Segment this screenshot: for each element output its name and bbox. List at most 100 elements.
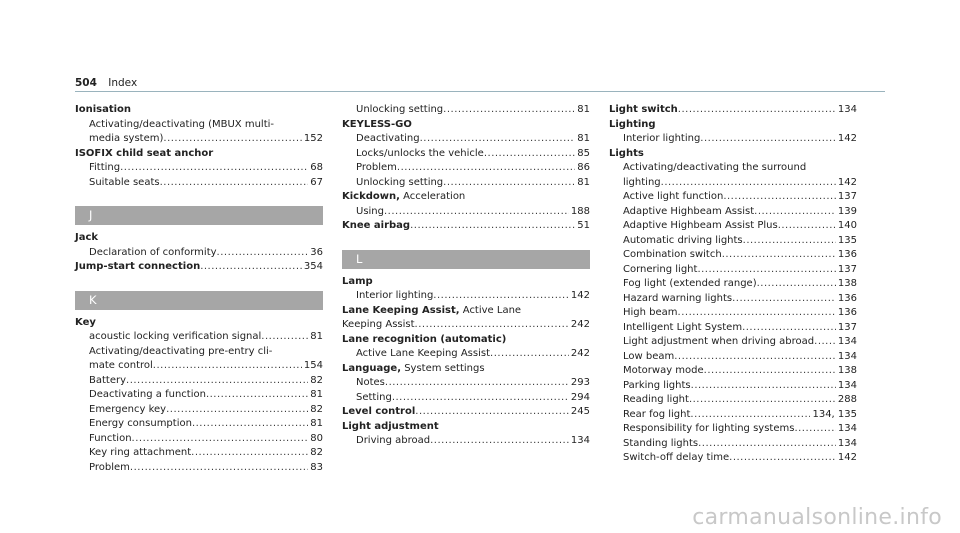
index-subentry[interactable]: Cornering light 137 xyxy=(609,263,857,278)
page-reference[interactable]: 81 xyxy=(310,389,323,400)
index-subentry[interactable]: Rear fog light 134, 135 xyxy=(609,408,857,423)
index-subentry[interactable]: Activating/deactivating pre-entry cli- xyxy=(75,345,323,360)
page-reference[interactable]: 134 xyxy=(837,379,857,391)
page-reference[interactable]: 154 xyxy=(303,360,323,371)
page-reference[interactable]: 138 xyxy=(837,278,857,289)
index-subentry[interactable]: Keeping Assist 242 xyxy=(342,318,590,333)
index-subentry[interactable]: Adaptive Highbeam Assist Plus 140 xyxy=(609,219,857,234)
index-heading-row[interactable]: Level control 245 xyxy=(342,405,590,420)
page-reference[interactable]: 137 xyxy=(837,263,857,275)
index-subentry[interactable]: Deactivating a function 81 xyxy=(75,388,323,403)
page-reference[interactable]: 242 xyxy=(570,319,590,330)
index-heading-row[interactable]: Lamp xyxy=(342,275,590,290)
index-subentry[interactable]: Interior lighting 142 xyxy=(609,132,857,147)
index-subentry[interactable]: Fog light (extended range) 138 xyxy=(609,277,857,292)
index-heading-row[interactable]: Lane Keeping Assist, Active Lane xyxy=(342,304,590,319)
index-subentry[interactable]: Using 188 xyxy=(342,205,590,220)
page-reference[interactable]: 82 xyxy=(310,447,323,458)
page-reference[interactable]: 136 xyxy=(837,307,857,318)
index-subentry[interactable]: Reading light 288 xyxy=(609,393,857,408)
page-reference[interactable]: 51 xyxy=(577,220,590,231)
index-heading-row[interactable]: Lights xyxy=(609,147,857,162)
page-reference[interactable]: 152 xyxy=(303,133,323,144)
page-reference[interactable]: 138 xyxy=(837,365,857,376)
index-subentry[interactable]: Active Lane Keeping Assist 242 xyxy=(342,347,590,362)
page-reference[interactable]: 245 xyxy=(570,406,590,417)
page-reference[interactable]: 354 xyxy=(303,261,323,272)
page-reference[interactable]: 134 xyxy=(837,104,857,115)
index-heading-row[interactable]: Light adjustment xyxy=(342,420,590,435)
index-subentry[interactable]: Activating/deactivating (MBUX multi- xyxy=(75,118,323,133)
index-subentry[interactable]: mate control 154 xyxy=(75,359,323,374)
index-heading-row[interactable]: Jack xyxy=(75,231,323,246)
page-reference[interactable]: 136 xyxy=(837,249,857,260)
page-reference[interactable]: 137 xyxy=(837,321,857,333)
index-heading-row[interactable]: Light switch 134 xyxy=(609,103,857,118)
index-subentry[interactable]: Fitting 68 xyxy=(75,161,323,176)
index-subentry[interactable]: Setting 294 xyxy=(342,391,590,406)
page-reference[interactable]: 142 xyxy=(837,133,857,144)
index-subentry[interactable]: Parking lights 134 xyxy=(609,379,857,394)
index-subentry[interactable]: Adaptive Highbeam Assist 139 xyxy=(609,205,857,220)
index-subentry[interactable]: Combination switch 136 xyxy=(609,248,857,263)
index-heading-row[interactable]: Jump-start connection 354 xyxy=(75,260,323,275)
index-subentry[interactable]: Declaration of conformity 36 xyxy=(75,246,323,261)
index-heading-row[interactable]: Lighting xyxy=(609,118,857,133)
index-heading-row[interactable]: Knee airbag 51 xyxy=(342,219,590,234)
index-heading-row[interactable]: Ionisation xyxy=(75,103,323,118)
page-reference[interactable]: 81 xyxy=(577,133,590,144)
index-subentry[interactable]: Motorway mode 138 xyxy=(609,364,857,379)
index-heading-row[interactable]: KEYLESS-GO xyxy=(342,118,590,133)
page-reference[interactable]: 135 xyxy=(837,234,857,246)
page-reference[interactable]: 134 xyxy=(837,437,857,449)
page-reference[interactable]: 86 xyxy=(577,162,590,173)
index-subentry[interactable]: Notes 293 xyxy=(342,376,590,391)
index-subentry[interactable]: Unlocking setting 81 xyxy=(342,176,590,191)
page-reference[interactable]: 82 xyxy=(310,374,323,386)
page-reference[interactable]: 81 xyxy=(310,331,323,342)
page-reference[interactable]: 83 xyxy=(310,461,323,473)
index-subentry[interactable]: Deactivating 81 xyxy=(342,132,590,147)
page-reference[interactable]: 134 xyxy=(837,350,857,362)
page-reference[interactable]: 82 xyxy=(310,403,323,415)
index-subentry[interactable]: Low beam 134 xyxy=(609,350,857,365)
index-subentry[interactable]: Energy consumption 81 xyxy=(75,417,323,432)
page-reference[interactable]: 134 xyxy=(837,336,857,347)
page-reference[interactable]: 242 xyxy=(570,348,590,359)
index-subentry[interactable]: High beam 136 xyxy=(609,306,857,321)
index-subentry[interactable]: media system) 152 xyxy=(75,132,323,147)
index-heading-row[interactable]: Lane recognition (automatic) xyxy=(342,333,590,348)
page-reference[interactable]: 36 xyxy=(310,246,323,258)
index-subentry[interactable]: Key ring attachment 82 xyxy=(75,446,323,461)
index-subentry[interactable]: Unlocking setting 81 xyxy=(342,103,590,118)
page-reference[interactable]: 288 xyxy=(837,394,857,405)
index-subentry[interactable]: Switch-off delay time 142 xyxy=(609,451,857,466)
page-reference[interactable]: 139 xyxy=(837,205,857,217)
index-subentry[interactable]: Light adjustment when driving abroad 134 xyxy=(609,335,857,350)
page-reference[interactable]: 142 xyxy=(570,290,590,301)
index-subentry[interactable]: Suitable seats 67 xyxy=(75,176,323,191)
page-reference[interactable]: 293 xyxy=(570,377,590,388)
index-subentry[interactable]: Interior lighting 142 xyxy=(342,289,590,304)
page-reference[interactable]: 81 xyxy=(577,104,590,115)
page-reference[interactable]: 142 xyxy=(837,452,857,463)
index-subentry[interactable]: Activating/deactivating the surround xyxy=(609,161,857,176)
index-subentry[interactable]: Locks/unlocks the vehicle 85 xyxy=(342,147,590,162)
page-reference[interactable]: 67 xyxy=(310,176,323,188)
page-reference[interactable]: 81 xyxy=(310,418,323,429)
index-subentry[interactable]: Problem 86 xyxy=(342,161,590,176)
page-reference[interactable]: 85 xyxy=(577,147,590,159)
page-reference[interactable]: 134 xyxy=(570,435,590,446)
index-subentry[interactable]: Intelligent Light System 137 xyxy=(609,321,857,336)
index-subentry[interactable]: Problem 83 xyxy=(75,461,323,476)
index-subentry[interactable]: lighting 142 xyxy=(609,176,857,191)
index-subentry[interactable]: Function 80 xyxy=(75,432,323,447)
page-reference[interactable]: 137 xyxy=(837,191,857,202)
index-heading-row[interactable]: Kickdown, Acceleration xyxy=(342,190,590,205)
page-reference[interactable]: 294 xyxy=(570,391,590,403)
page-reference[interactable]: 136 xyxy=(837,292,857,304)
index-subentry[interactable]: Automatic driving lights 135 xyxy=(609,234,857,249)
index-subentry[interactable]: Battery 82 xyxy=(75,374,323,389)
index-heading-row[interactable]: Language, System settings xyxy=(342,362,590,377)
page-reference[interactable]: 81 xyxy=(577,176,590,188)
